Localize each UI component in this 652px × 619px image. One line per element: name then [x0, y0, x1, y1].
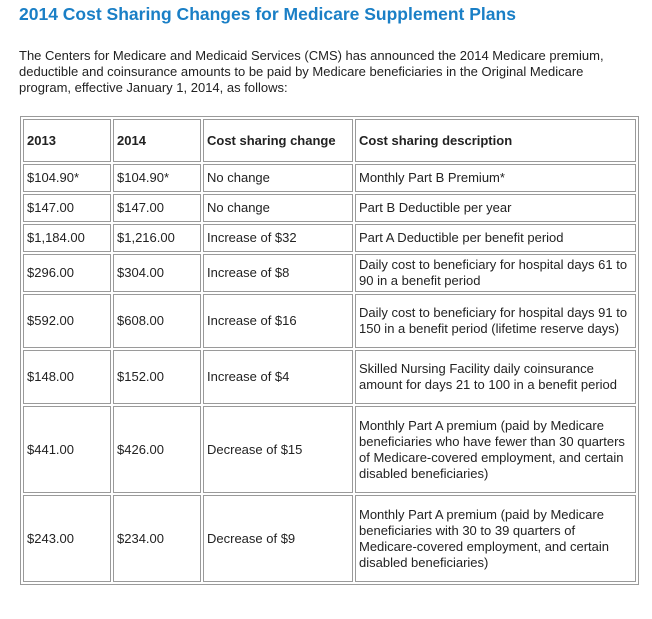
cell-description: Monthly Part B Premium*	[355, 164, 636, 192]
header-2014: 2014	[113, 119, 201, 162]
header-cost-sharing-description: Cost sharing description	[355, 119, 636, 162]
cell-2014: $147.00	[113, 194, 201, 222]
cell-2014: $152.00	[113, 350, 201, 404]
cell-2014: $1,216.00	[113, 224, 201, 252]
cell-2013: $104.90*	[23, 164, 111, 192]
cell-description: Part B Deductible per year	[355, 194, 636, 222]
table-row: $296.00 $304.00 Increase of $8 Daily cos…	[23, 254, 636, 292]
page-title: 2014 Cost Sharing Changes for Medicare S…	[19, 4, 516, 24]
cell-description: Daily cost to beneficiary for hospital d…	[355, 294, 636, 348]
cell-2014: $608.00	[113, 294, 201, 348]
cell-change: No change	[203, 194, 353, 222]
intro-paragraph: The Centers for Medicare and Medicaid Se…	[19, 48, 604, 95]
cell-2013: $148.00	[23, 350, 111, 404]
cell-2013: $441.00	[23, 406, 111, 493]
cell-change: Increase of $8	[203, 254, 353, 292]
cell-2013: $1,184.00	[23, 224, 111, 252]
cell-description: Daily cost to beneficiary for hospital d…	[355, 254, 636, 292]
table-row: $148.00 $152.00 Increase of $4 Skilled N…	[23, 350, 636, 404]
cell-change: Decrease of $9	[203, 495, 353, 582]
table-row: $592.00 $608.00 Increase of $16 Daily co…	[23, 294, 636, 348]
cell-description: Skilled Nursing Facility daily coinsuran…	[355, 350, 636, 404]
cell-description: Monthly Part A premium (paid by Medicare…	[355, 495, 636, 582]
header-cost-sharing-change: Cost sharing change	[203, 119, 353, 162]
table-row: $147.00 $147.00 No change Part B Deducti…	[23, 194, 636, 222]
table-header-row: 2013 2014 Cost sharing change Cost shari…	[23, 119, 636, 162]
cell-2013: $296.00	[23, 254, 111, 292]
cell-2014: $426.00	[113, 406, 201, 493]
cell-2013: $592.00	[23, 294, 111, 348]
table-row: $441.00 $426.00 Decrease of $15 Monthly …	[23, 406, 636, 493]
header-2013: 2013	[23, 119, 111, 162]
cell-description: Part A Deductible per benefit period	[355, 224, 636, 252]
table-row: $1,184.00 $1,216.00 Increase of $32 Part…	[23, 224, 636, 252]
table-row: $243.00 $234.00 Decrease of $9 Monthly P…	[23, 495, 636, 582]
cell-change: Increase of $32	[203, 224, 353, 252]
cell-2013: $147.00	[23, 194, 111, 222]
cell-2013: $243.00	[23, 495, 111, 582]
cell-description: Monthly Part A premium (paid by Medicare…	[355, 406, 636, 493]
cell-change: Decrease of $15	[203, 406, 353, 493]
cost-sharing-table: 2013 2014 Cost sharing change Cost shari…	[20, 116, 639, 585]
cell-2014: $234.00	[113, 495, 201, 582]
cell-2014: $104.90*	[113, 164, 201, 192]
table-row: $104.90* $104.90* No change Monthly Part…	[23, 164, 636, 192]
cell-2014: $304.00	[113, 254, 201, 292]
cell-change: Increase of $4	[203, 350, 353, 404]
cell-change: Increase of $16	[203, 294, 353, 348]
cell-change: No change	[203, 164, 353, 192]
